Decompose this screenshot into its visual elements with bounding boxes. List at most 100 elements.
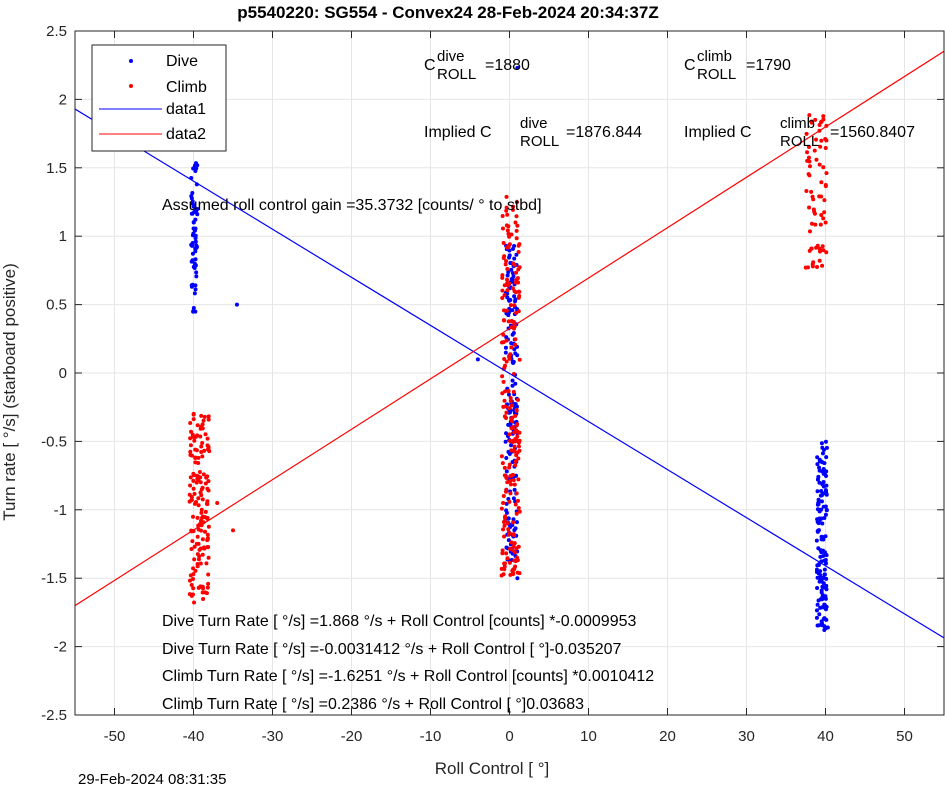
x-tick-label: -30 (262, 728, 284, 745)
data-point (814, 608, 819, 613)
data-point (205, 443, 210, 448)
data-point (512, 347, 517, 352)
data-point (512, 558, 517, 563)
data-point (206, 581, 211, 586)
data-point (191, 577, 196, 582)
data-point (515, 450, 520, 455)
data-point (196, 557, 201, 562)
data-point (511, 389, 516, 394)
data-point (814, 538, 819, 543)
y-tick-label: 1 (59, 228, 67, 245)
data-point (198, 490, 203, 495)
data-point (205, 536, 210, 541)
data-point (516, 456, 521, 461)
data-point (512, 444, 517, 449)
data-point (822, 628, 827, 633)
data-point (507, 234, 512, 239)
data-point (511, 361, 516, 366)
data-point (196, 474, 201, 479)
data-point (195, 433, 200, 438)
data-point (507, 253, 512, 258)
data-point (512, 303, 517, 308)
data-point (820, 263, 825, 268)
data-point (509, 319, 514, 324)
data-point (199, 487, 204, 492)
data-point (505, 228, 510, 233)
data-point (191, 566, 196, 571)
data-point (811, 260, 816, 265)
data-point (513, 337, 518, 342)
data-point (511, 478, 516, 483)
data-point (204, 561, 209, 566)
data-point (202, 414, 207, 419)
x-tick-label: -10 (420, 728, 442, 745)
data-point (509, 426, 514, 431)
data-point (822, 572, 827, 577)
data-point (823, 439, 828, 444)
data-point (815, 507, 820, 512)
data-point (199, 444, 204, 449)
data-point (819, 194, 824, 199)
data-point (515, 498, 520, 503)
data-point (819, 138, 824, 143)
data-point (815, 462, 820, 467)
data-point (192, 491, 197, 496)
data-point (809, 120, 814, 125)
data-point (818, 144, 823, 149)
x-tick-label: -50 (104, 728, 126, 745)
data-point (813, 222, 818, 227)
data-point (199, 510, 204, 515)
data-point (505, 277, 510, 282)
data-point (821, 484, 826, 489)
y-tick-label: -2.5 (41, 707, 67, 724)
data-point (817, 249, 822, 254)
data-point (500, 548, 505, 553)
data-point (513, 299, 518, 304)
data-point (198, 546, 203, 551)
data-point (813, 117, 818, 122)
data-point (513, 459, 518, 464)
data-point (505, 288, 510, 293)
y-tick-label: 2 (59, 91, 67, 108)
legend-box (91, 44, 227, 152)
data-point (820, 451, 825, 456)
data-point (825, 625, 830, 630)
data-point (502, 356, 507, 361)
data-point (821, 165, 826, 170)
y-axis-label: Turn rate [ °/s] (starboard positive) (0, 263, 19, 520)
data-point (806, 155, 811, 160)
data-point (203, 432, 208, 437)
data-point (819, 516, 824, 521)
data-point (196, 455, 201, 460)
data-point (198, 434, 203, 439)
data-point (517, 571, 522, 576)
data-point (199, 528, 204, 533)
data-point (814, 567, 819, 572)
data-point (193, 236, 198, 241)
data-point (806, 172, 811, 177)
data-point (505, 212, 510, 217)
data-point (819, 489, 824, 494)
data-point (816, 546, 821, 551)
data-point (512, 487, 517, 492)
y-tick-label: 0 (59, 365, 67, 382)
data-point (819, 213, 824, 218)
data-point (822, 567, 827, 572)
data-point (501, 226, 506, 231)
data-point (191, 417, 196, 422)
data-point (502, 465, 507, 470)
data-point (189, 284, 194, 289)
data-point (815, 519, 820, 524)
data-point (205, 499, 210, 504)
data-point (504, 455, 509, 460)
data-point (190, 190, 195, 195)
data-point (820, 576, 825, 581)
data-point (506, 224, 511, 229)
c-climb-sup: climb (697, 48, 732, 65)
data-point (189, 582, 194, 587)
data-point (194, 541, 199, 546)
data-point (192, 228, 197, 233)
x-tick-label: 0 (505, 728, 513, 745)
equation-dive-degrees: Dive Turn Rate [ °/s] =-0.0031412 °/s + … (162, 641, 622, 658)
data-point (817, 480, 822, 485)
